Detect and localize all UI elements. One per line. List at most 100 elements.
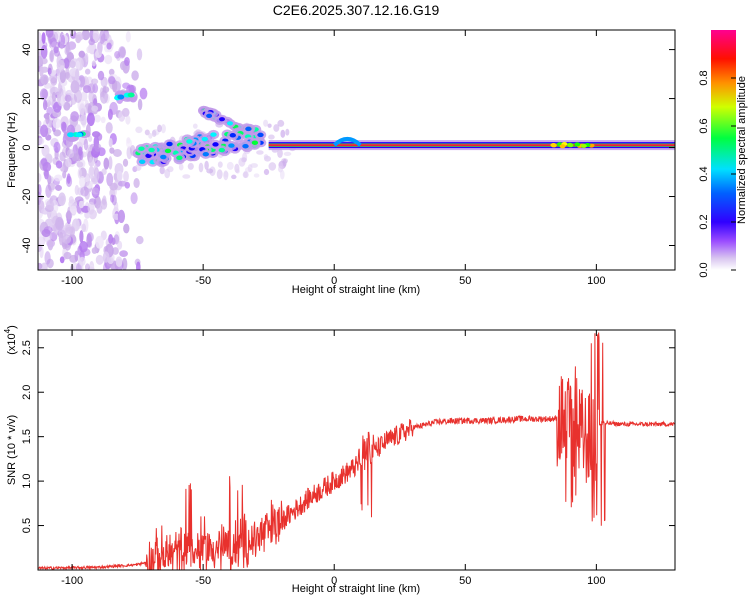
colorbar-tick-label: 0.4 — [698, 166, 710, 181]
noise-blob — [91, 60, 97, 67]
trace-blob — [138, 146, 145, 151]
x-tick-label: 50 — [459, 575, 471, 587]
noise-blob — [65, 158, 72, 168]
colorbar-label: Normalized spectral amplitude — [736, 76, 748, 224]
noise-blob — [38, 56, 43, 67]
noise-blob — [204, 160, 209, 171]
colorbar — [711, 30, 736, 270]
noise-blob — [117, 240, 123, 250]
noise-blob — [95, 235, 104, 249]
noise-blob — [223, 171, 229, 178]
trace-blob — [229, 133, 236, 138]
noise-blob — [285, 128, 290, 136]
noise-blob — [109, 182, 118, 191]
spectrogram-ticks: -100 -50 0 50 100 -40 -20 0 20 40 — [21, 30, 675, 287]
noise-blob — [115, 256, 123, 268]
noise-blob — [87, 201, 95, 215]
noise-blob — [75, 31, 84, 41]
noise-blob — [139, 87, 148, 100]
x-tick-label: -100 — [61, 275, 83, 287]
noise-blob — [242, 171, 249, 179]
noise-blob — [88, 166, 94, 179]
spectrogram-frame — [37, 29, 676, 271]
noise-blob — [101, 168, 107, 175]
noise-blob — [88, 38, 95, 46]
noise-blob — [38, 172, 42, 183]
noise-blob — [86, 233, 92, 248]
noise-blob — [41, 144, 50, 157]
y-tick-label: 1.0 — [21, 473, 33, 488]
colorbar-tick-label: 0.0 — [698, 262, 710, 277]
noise-blob — [49, 37, 58, 48]
y-tick-label: 0.5 — [21, 518, 33, 533]
noise-blob — [41, 32, 46, 44]
noise-blob — [226, 161, 234, 170]
noise-blob — [108, 76, 116, 85]
noise-blob — [94, 169, 100, 182]
noise-blob — [125, 138, 133, 148]
colorbar-tick-label: 0.8 — [698, 70, 710, 85]
noise-blob — [136, 48, 143, 61]
noise-blob — [102, 86, 110, 93]
noise-blob — [80, 186, 89, 197]
noise-blob — [263, 168, 270, 176]
trace-blob — [176, 155, 183, 161]
noise-blob — [198, 162, 204, 173]
noise-blob — [112, 149, 122, 157]
noise-blob — [89, 264, 95, 270]
x-tick-label: -100 — [61, 575, 83, 587]
noise-blob — [55, 184, 62, 191]
noise-blob — [97, 70, 105, 81]
noise-blob — [74, 250, 79, 262]
noise-blob — [95, 254, 104, 265]
x-tick-label: 0 — [331, 575, 337, 587]
svg-text:(x104): (x104) — [3, 325, 18, 355]
noise-blob — [108, 156, 113, 170]
noise-blob — [235, 168, 240, 174]
line-blob — [559, 144, 566, 149]
noise-blob — [83, 138, 89, 151]
noise-blob — [39, 65, 44, 78]
noise-blob — [119, 47, 126, 58]
noise-blob — [123, 170, 129, 182]
snr-series-line — [38, 332, 675, 570]
noise-blob — [58, 231, 64, 246]
noise-blob — [38, 119, 42, 127]
noise-blob — [263, 119, 269, 127]
noise-blob — [273, 124, 280, 132]
noise-blob — [56, 92, 62, 104]
noise-blob — [282, 158, 287, 167]
noise-blob — [62, 170, 67, 179]
noise-blob — [250, 163, 258, 168]
noise-blob — [104, 54, 113, 65]
noise-blob — [277, 148, 283, 158]
noise-blob — [108, 137, 113, 148]
snr-multiplier: (x104) — [3, 325, 18, 355]
noise-blob — [66, 149, 75, 159]
noise-blob — [119, 250, 128, 257]
colorbar-tick-label: 0.2 — [698, 214, 710, 229]
noise-blob — [42, 99, 48, 111]
noise-blob — [60, 121, 67, 132]
noise-blob — [283, 151, 292, 157]
noise-blob — [50, 77, 58, 86]
trace-blob — [201, 136, 208, 142]
noise-blob — [123, 223, 130, 234]
noise-blob — [133, 178, 140, 189]
noise-blob — [42, 161, 52, 172]
noise-blob — [206, 168, 214, 174]
noise-blob — [96, 204, 103, 214]
noise-blob — [268, 162, 277, 171]
trace-blob — [251, 140, 259, 145]
noise-blob — [279, 169, 285, 180]
noise-blob — [91, 247, 98, 254]
feature-blob — [67, 132, 75, 138]
noise-blob — [70, 80, 80, 94]
noise-blob — [75, 60, 81, 71]
noise-blob — [100, 116, 106, 124]
noise-blob — [82, 85, 92, 94]
noise-blob — [62, 234, 72, 244]
snr-multiplier-base: (x10 — [6, 333, 18, 354]
noise-blob — [79, 230, 84, 243]
trace-blob — [166, 141, 173, 147]
